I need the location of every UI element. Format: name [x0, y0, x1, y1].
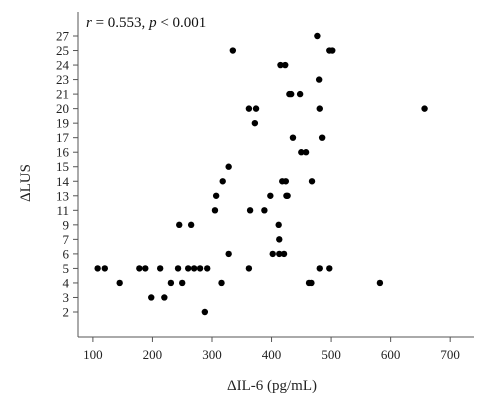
scatter-point — [252, 105, 260, 112]
p-value-text: < 0.001 — [157, 15, 207, 31]
scatter-point — [142, 265, 149, 272]
scatter-point — [174, 265, 182, 272]
scatter-point — [282, 61, 289, 69]
scatter-point — [276, 250, 283, 258]
scatter-point — [246, 207, 254, 214]
r-symbol: r — [86, 15, 92, 31]
y-tick-label: 16 — [56, 145, 70, 160]
scatter-point — [318, 134, 326, 141]
scatter-point — [284, 192, 291, 199]
axes — [77, 12, 474, 338]
scatter-point — [211, 207, 219, 214]
scatter-point — [421, 105, 428, 112]
x-tick-label: 400 — [262, 347, 282, 362]
scatter-point — [269, 250, 276, 258]
y-tick-label: 9 — [63, 217, 70, 232]
data-points — [94, 32, 428, 316]
y-tick-label: 27 — [56, 29, 70, 44]
y-tick-label: 4 — [63, 275, 70, 290]
y-tick-label: 2 — [63, 305, 70, 320]
scatter-point — [116, 279, 123, 287]
x-tick-label: 300 — [202, 347, 222, 362]
scatter-point — [302, 149, 310, 156]
scatter-point — [316, 105, 323, 112]
scatter-point — [316, 265, 323, 272]
scatter-point — [329, 47, 336, 54]
scatter-point — [280, 250, 288, 258]
y-tick-label: 19 — [56, 116, 69, 131]
scatter-point — [167, 279, 175, 287]
y-axis-title: ΔLUS — [18, 164, 34, 202]
scatter-point — [201, 308, 209, 316]
scatter-point — [287, 90, 295, 98]
correlation-annotation: r = 0.553, p < 0.001 — [86, 15, 206, 31]
scatter-point — [156, 265, 164, 272]
scatter-point — [136, 265, 143, 272]
scatter-point — [315, 76, 323, 83]
y-tick-label: 24 — [56, 58, 70, 73]
y-tick-label: 25 — [56, 43, 69, 58]
scatter-point — [101, 265, 108, 272]
y-tick-label: 3 — [63, 290, 70, 305]
scatter-point — [298, 149, 305, 156]
x-tick-label: 600 — [381, 347, 401, 362]
scatter-point — [376, 279, 384, 287]
x-tick-label: 500 — [321, 347, 341, 362]
scatter-point — [245, 105, 253, 112]
scatter-point — [267, 192, 274, 199]
scatter-point — [176, 221, 183, 229]
x-axis-title: ΔIL-6 (pg/mL) — [227, 378, 317, 394]
scatter-point — [314, 32, 321, 40]
y-tick-label: 7 — [63, 232, 70, 247]
scatter-point — [225, 250, 232, 258]
scatter-point — [261, 207, 268, 214]
p-symbol: p — [148, 15, 157, 31]
scatter-point — [184, 265, 192, 272]
scatter-point — [229, 47, 237, 54]
y-tick-label: 5 — [63, 261, 70, 276]
scatter-point — [276, 236, 283, 243]
y-tick-label: 21 — [56, 87, 69, 102]
scatter-point — [179, 279, 186, 287]
scatter-point — [326, 265, 333, 272]
scatter-point — [196, 265, 204, 272]
scatter-point — [94, 265, 101, 272]
x-tick-label: 100 — [83, 347, 103, 362]
scatter-point — [289, 134, 297, 141]
y-tick-label: 23 — [56, 72, 69, 87]
y-tick-label: 14 — [56, 174, 70, 189]
y-tick-label: 6 — [63, 246, 70, 261]
x-axis-ticks: 100 200 300 400 500 600 700 — [83, 337, 460, 362]
scatter-point — [190, 265, 198, 272]
scatter-point — [277, 61, 284, 69]
scatter-point — [204, 265, 211, 272]
x-tick-label: 200 — [143, 347, 163, 362]
y-tick-label: 15 — [56, 159, 69, 174]
scatter-point — [148, 294, 155, 301]
y-tick-label: 13 — [56, 188, 69, 203]
scatter-point — [282, 178, 290, 185]
scatter-point — [219, 178, 226, 185]
scatter-point — [275, 221, 282, 229]
r-value-text: = 0.553, — [92, 15, 149, 31]
scatter-point — [218, 279, 225, 287]
x-tick-label: 700 — [440, 347, 460, 362]
scatter-point — [308, 279, 315, 287]
scatter-point — [225, 163, 232, 170]
scatter-point — [296, 90, 304, 98]
scatter-point — [212, 192, 220, 199]
y-tick-label: 20 — [56, 101, 69, 116]
scatter-point — [251, 119, 259, 127]
scatter-point — [245, 265, 253, 272]
y-tick-label: 17 — [56, 130, 70, 145]
y-tick-label: 11 — [56, 203, 69, 218]
scatter-point — [308, 178, 316, 185]
scatter-point — [161, 294, 168, 301]
scatter-point — [187, 221, 195, 229]
